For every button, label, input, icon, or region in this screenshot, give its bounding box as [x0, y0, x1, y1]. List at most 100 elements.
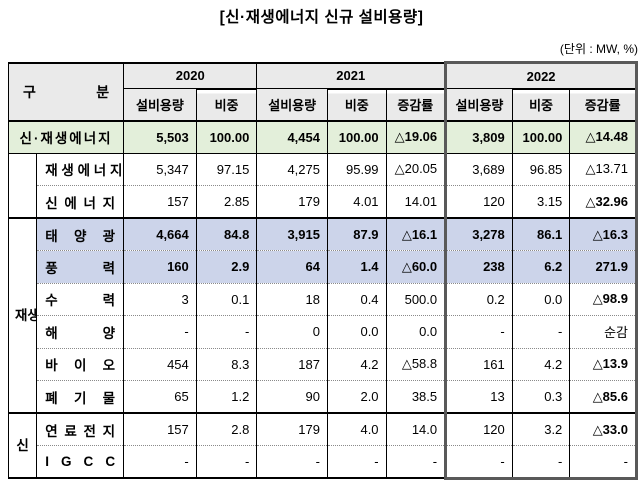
subcol-2021-share: 비중	[327, 88, 387, 121]
value-cell: 2.85	[195, 185, 258, 218]
table-row-total: 신·재생에너지 5,503 100.00 4,454 100.00 △19.06…	[7, 120, 638, 153]
value-cell: 100.00	[511, 120, 571, 153]
value-cell: △13.9	[569, 348, 638, 381]
value-cell: △14.48	[569, 120, 638, 153]
value-cell: 38.5	[385, 380, 447, 413]
value-cell: △16.3	[569, 218, 638, 251]
value-cell: 120	[444, 413, 513, 446]
value-cell: 157	[123, 185, 197, 218]
value-cell: 18	[256, 283, 328, 316]
value-cell: -	[385, 445, 447, 479]
value-cell: 0	[256, 315, 328, 348]
value-cell: 1.2	[195, 380, 258, 413]
row-label: 연 료 전 지	[36, 413, 125, 446]
value-cell: △98.9	[569, 283, 638, 316]
subcol-2022-capacity: 설비용량	[444, 88, 513, 121]
value-cell: 454	[123, 348, 197, 381]
subcol-2021-change: 증감률	[385, 88, 447, 121]
value-cell: 1.4	[327, 250, 387, 283]
table-row-hydro: 수 력 3 0.1 18 0.4 500.0 0.2 0.0 △98.9	[8, 283, 638, 316]
row-label: 재 생 에 너 지	[36, 153, 125, 186]
value-cell: 0.3	[511, 380, 571, 413]
value-cell: 8.3	[195, 348, 258, 381]
value-cell: 86.1	[511, 218, 571, 251]
value-cell: -	[195, 445, 258, 479]
value-cell: 0.1	[195, 283, 258, 316]
value-cell: 3,278	[444, 218, 513, 251]
row-label: 태 양 광	[36, 218, 125, 251]
value-cell: △13.71	[569, 153, 638, 186]
value-cell: 4.01	[327, 185, 387, 218]
value-cell: 3,915	[256, 218, 328, 251]
value-cell: 90	[256, 380, 328, 413]
group-label-new: 신	[7, 413, 38, 478]
row-label: I G C C	[36, 445, 125, 479]
subcol-2021-capacity: 설비용량	[256, 88, 328, 121]
value-cell: △58.8	[385, 348, 447, 381]
table-row-renewable-subtotal: 재 생 에 너 지 5,347 97.15 4,275 95.99 △20.05…	[7, 153, 638, 218]
value-cell: 4,664	[123, 218, 197, 251]
value-cell: -	[511, 445, 571, 480]
value-cell: 13	[444, 380, 513, 413]
value-cell: 64	[256, 250, 328, 283]
row-label: 바 이 오	[36, 348, 125, 381]
value-cell: 5,347	[123, 153, 197, 186]
row-label: 폐 기 물	[36, 380, 125, 413]
value-cell: -	[256, 445, 328, 479]
value-cell: -	[195, 315, 258, 348]
value-cell: 4.2	[327, 348, 387, 381]
value-cell: 100.00	[327, 120, 387, 153]
value-cell: -	[123, 315, 197, 348]
value-cell: 120	[444, 185, 513, 218]
group-label-renewable: 재생	[7, 218, 38, 413]
table-header-subcols: 설비용량 비중 설비용량 비중 증감률 설비용량 비중 증감률	[9, 88, 638, 121]
value-cell: 0.0	[511, 283, 571, 316]
value-cell: 160	[123, 250, 197, 283]
value-cell: 4,275	[256, 153, 328, 186]
value-cell: 100.00	[195, 120, 258, 153]
page-title: [신·재생에너지 신규 설비용량]	[219, 9, 424, 26]
table-row-ocean: 해 양 - - 0 0.0 0.0 - - 순감	[8, 315, 638, 348]
table-row-wind: 풍 력 160 2.9 64 1.4 △60.0 238 6.2 271.9	[8, 250, 638, 283]
value-cell: △33.0	[569, 413, 638, 446]
value-cell: 97.15	[195, 153, 258, 186]
value-cell: 87.9	[327, 218, 387, 251]
value-cell: 179	[256, 185, 328, 218]
value-cell: 238	[444, 250, 513, 283]
value-cell: 0.2	[444, 283, 513, 316]
subcol-2022-change: 증감률	[569, 88, 638, 121]
subcol-2022-share: 비중	[511, 88, 571, 121]
subcol-2020-share: 비중	[195, 88, 258, 121]
value-cell: -	[123, 445, 197, 479]
table-row-waste: 폐 기 물 65 1.2 90 2.0 38.5 13 0.3 △85.6	[8, 380, 638, 413]
subcol-2020-capacity: 설비용량	[123, 88, 197, 121]
table-row-fuelcell: 신 연 료 전 지 157 2.8 179 4.0 14.0 120 3.2 △…	[7, 413, 638, 478]
unit-note: (단위 : MW, %)	[559, 42, 638, 56]
value-cell: -	[511, 315, 571, 348]
value-cell: -	[444, 445, 513, 480]
value-cell: 2.8	[195, 413, 258, 446]
value-cell: 0.0	[385, 315, 447, 348]
row-label: 신 에 너 지	[36, 185, 125, 218]
value-cell: 500.0	[385, 283, 447, 316]
value-cell: -	[569, 445, 638, 480]
category-header-cell: 구 분	[7, 62, 125, 122]
value-cell: 96.85	[511, 153, 571, 186]
value-cell: 5,503	[123, 120, 197, 153]
value-cell: △19.06	[385, 120, 447, 153]
year-header-2021: 2021	[256, 62, 447, 89]
year-header-2020: 2020	[123, 62, 258, 89]
value-cell: 4.2	[511, 348, 571, 381]
value-cell: △16.1	[385, 218, 447, 251]
row-label: 풍 력	[36, 250, 125, 283]
year-header-2022: 2022	[444, 61, 638, 89]
value-cell: 157	[123, 413, 197, 446]
value-cell: △60.0	[385, 250, 447, 283]
value-cell: -	[327, 445, 387, 479]
value-cell: 84.8	[195, 218, 258, 251]
table-header-years: 구 분 2020 2021 2022	[7, 61, 638, 122]
value-cell: 3,689	[444, 153, 513, 186]
value-cell: 187	[256, 348, 328, 381]
table-row-solar: 재생 태 양 광 4,664 84.8 3,915 87.9 △16.1 3,2…	[7, 218, 638, 413]
